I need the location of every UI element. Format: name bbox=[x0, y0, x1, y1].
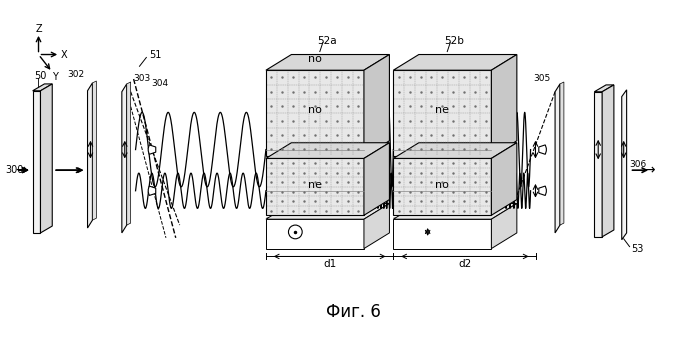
Text: ne: ne bbox=[308, 180, 322, 190]
Text: 52b: 52b bbox=[444, 36, 464, 46]
Text: 302: 302 bbox=[68, 69, 85, 79]
Text: no: no bbox=[308, 105, 322, 115]
Polygon shape bbox=[594, 92, 602, 237]
Polygon shape bbox=[621, 90, 626, 240]
Circle shape bbox=[289, 225, 302, 239]
Polygon shape bbox=[394, 143, 517, 159]
Polygon shape bbox=[148, 145, 156, 154]
Polygon shape bbox=[594, 85, 614, 92]
Polygon shape bbox=[364, 143, 389, 215]
Polygon shape bbox=[266, 54, 389, 70]
Polygon shape bbox=[394, 54, 517, 70]
Text: 50: 50 bbox=[35, 71, 47, 81]
Text: 52a: 52a bbox=[317, 36, 336, 46]
Polygon shape bbox=[33, 84, 52, 91]
Text: ne: ne bbox=[435, 105, 449, 115]
Polygon shape bbox=[394, 203, 517, 219]
Polygon shape bbox=[364, 54, 389, 156]
Polygon shape bbox=[491, 203, 517, 248]
Polygon shape bbox=[266, 159, 364, 215]
Polygon shape bbox=[148, 186, 156, 195]
Polygon shape bbox=[41, 84, 52, 233]
Polygon shape bbox=[266, 219, 364, 248]
Polygon shape bbox=[364, 203, 389, 248]
Text: 304: 304 bbox=[151, 79, 168, 88]
Text: 305: 305 bbox=[533, 73, 550, 83]
Polygon shape bbox=[87, 83, 92, 228]
Polygon shape bbox=[539, 186, 547, 195]
Polygon shape bbox=[266, 70, 364, 156]
Text: X: X bbox=[61, 49, 67, 59]
Text: Y: Y bbox=[52, 72, 58, 82]
Polygon shape bbox=[127, 82, 131, 225]
Text: 306: 306 bbox=[630, 160, 647, 169]
Polygon shape bbox=[491, 54, 517, 156]
Polygon shape bbox=[266, 143, 389, 159]
Polygon shape bbox=[92, 81, 96, 220]
Polygon shape bbox=[33, 91, 41, 233]
Polygon shape bbox=[602, 85, 614, 237]
Polygon shape bbox=[394, 219, 491, 248]
Text: 303: 303 bbox=[134, 73, 151, 83]
Text: no: no bbox=[435, 180, 449, 190]
Text: →: → bbox=[643, 163, 655, 177]
Text: d2: d2 bbox=[459, 259, 472, 269]
Text: no: no bbox=[308, 54, 322, 64]
Text: 53: 53 bbox=[631, 243, 644, 253]
Text: d1: d1 bbox=[323, 259, 336, 269]
Polygon shape bbox=[555, 84, 560, 233]
Polygon shape bbox=[394, 70, 491, 156]
Text: 51: 51 bbox=[150, 49, 161, 59]
Polygon shape bbox=[266, 203, 389, 219]
Text: Фиг. 6: Фиг. 6 bbox=[326, 303, 380, 321]
Polygon shape bbox=[491, 143, 517, 215]
Polygon shape bbox=[539, 145, 547, 154]
Polygon shape bbox=[122, 84, 127, 233]
Text: Z: Z bbox=[35, 24, 42, 34]
Text: →: → bbox=[15, 163, 27, 177]
Polygon shape bbox=[560, 82, 564, 225]
Text: 300: 300 bbox=[6, 165, 24, 175]
Polygon shape bbox=[394, 159, 491, 215]
